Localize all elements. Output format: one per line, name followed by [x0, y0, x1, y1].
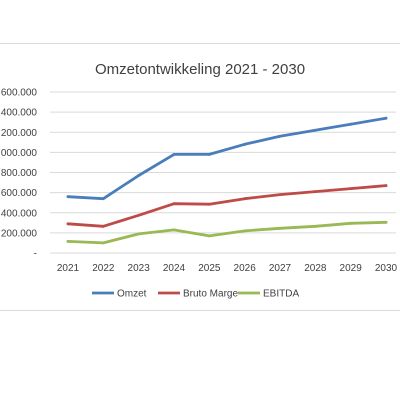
series-line-ebitda	[66, 220, 388, 245]
x-tick-label: 2030	[375, 263, 398, 274]
y-tick-label: 600.000	[1, 188, 38, 199]
x-tick-label: 2021	[57, 263, 80, 274]
data-point	[101, 241, 105, 245]
data-point	[384, 116, 388, 120]
legend-label: Bruto Marge	[183, 289, 238, 300]
data-point	[313, 190, 317, 194]
x-axis-ticks: 2021 2022 2023 2024 2025 2026 2027 2028 2029 2030	[57, 263, 398, 274]
y-tick-label: 1.400.000	[0, 108, 37, 119]
x-tick-label: 2022	[92, 263, 115, 274]
x-tick-label: 2029	[340, 263, 363, 274]
legend-label: Omzet	[117, 289, 147, 300]
data-point	[207, 152, 211, 156]
y-tick-label: 1.600.000	[0, 88, 37, 99]
data-point	[313, 128, 317, 132]
legend: Omzet Bruto Marge EBITDA	[92, 289, 299, 300]
x-tick-label: 2028	[304, 263, 327, 274]
legend-label: EBITDA	[263, 289, 299, 300]
data-point	[66, 195, 70, 199]
data-point	[101, 197, 105, 201]
y-tick-label: -	[34, 249, 37, 260]
grid-lines	[50, 91, 396, 254]
x-tick-label: 2027	[269, 263, 292, 274]
data-point	[349, 122, 353, 126]
data-point	[349, 221, 353, 225]
y-tick-label: 200.000	[1, 228, 38, 239]
data-point	[137, 232, 141, 236]
x-tick-label: 2026	[234, 263, 257, 274]
data-point	[243, 229, 247, 233]
data-point	[137, 174, 141, 177]
data-point	[384, 220, 388, 224]
data-point	[66, 240, 70, 243]
data-point	[243, 142, 247, 146]
data-point	[349, 187, 353, 191]
y-tick-label: 800.000	[1, 168, 38, 179]
x-tick-label: 2024	[163, 263, 186, 274]
data-point	[243, 197, 247, 201]
x-tick-label: 2025	[198, 263, 221, 274]
series-lines	[66, 116, 388, 245]
data-point	[278, 193, 282, 197]
data-point	[172, 202, 176, 206]
data-point	[101, 224, 105, 228]
data-point	[137, 213, 141, 217]
data-point	[66, 222, 70, 226]
series-line-omzet	[66, 116, 388, 201]
y-axis-ticks: - 200.000 400.000 600.000 800.000 1.000.000 1.…	[0, 88, 37, 260]
data-point	[278, 134, 282, 138]
series-line-bruto-marge	[66, 184, 388, 228]
y-tick-label: 1.200.000	[0, 128, 37, 139]
data-point	[172, 152, 176, 156]
data-point	[384, 184, 388, 187]
y-tick-label: 400.000	[1, 208, 38, 219]
data-point	[313, 224, 317, 228]
chart-frame	[0, 43, 400, 311]
y-tick-label: 1.000.000	[0, 148, 37, 159]
data-point	[172, 228, 176, 232]
data-point	[207, 202, 211, 206]
x-tick-label: 2023	[128, 263, 151, 274]
data-point	[278, 226, 282, 230]
data-point	[207, 234, 211, 238]
chart-title: Omzetontwikkeling 2021 - 2030	[95, 61, 305, 78]
